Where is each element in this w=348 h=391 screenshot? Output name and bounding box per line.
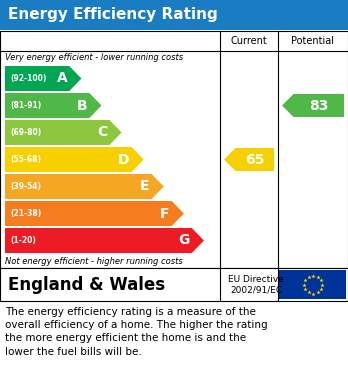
- Text: Energy Efficiency Rating: Energy Efficiency Rating: [8, 7, 218, 23]
- Text: F: F: [160, 206, 170, 221]
- Text: The energy efficiency rating is a measure of the
overall efficiency of a home. T: The energy efficiency rating is a measur…: [5, 307, 268, 357]
- Text: Potential: Potential: [292, 36, 334, 46]
- Bar: [279, 270, 346, 299]
- Text: Current: Current: [231, 36, 267, 46]
- Text: G: G: [179, 233, 190, 248]
- Text: 83: 83: [309, 99, 329, 113]
- Bar: [0, 31, 348, 268]
- Bar: [0, 0, 348, 30]
- Text: (21-38): (21-38): [10, 209, 41, 218]
- Polygon shape: [5, 93, 102, 118]
- Text: EU Directive
2002/91/EC: EU Directive 2002/91/EC: [228, 275, 284, 294]
- Polygon shape: [5, 228, 204, 253]
- Polygon shape: [5, 66, 81, 91]
- Bar: [0, 268, 348, 301]
- Text: A: A: [56, 72, 67, 86]
- Polygon shape: [5, 174, 164, 199]
- Polygon shape: [5, 201, 184, 226]
- Text: (69-80): (69-80): [10, 128, 41, 137]
- Text: England & Wales: England & Wales: [8, 276, 165, 294]
- Text: E: E: [140, 179, 150, 194]
- Text: C: C: [97, 126, 108, 140]
- Text: Not energy efficient - higher running costs: Not energy efficient - higher running co…: [5, 256, 183, 265]
- Text: B: B: [77, 99, 87, 113]
- Polygon shape: [224, 148, 274, 171]
- Polygon shape: [5, 147, 144, 172]
- Text: (39-54): (39-54): [10, 182, 41, 191]
- Text: (55-68): (55-68): [10, 155, 41, 164]
- Polygon shape: [5, 120, 121, 145]
- Text: (92-100): (92-100): [10, 74, 46, 83]
- Text: (1-20): (1-20): [10, 236, 36, 245]
- Text: 65: 65: [245, 152, 264, 167]
- Polygon shape: [282, 94, 344, 117]
- Text: D: D: [118, 152, 129, 167]
- Text: Very energy efficient - lower running costs: Very energy efficient - lower running co…: [5, 54, 183, 63]
- Text: (81-91): (81-91): [10, 101, 41, 110]
